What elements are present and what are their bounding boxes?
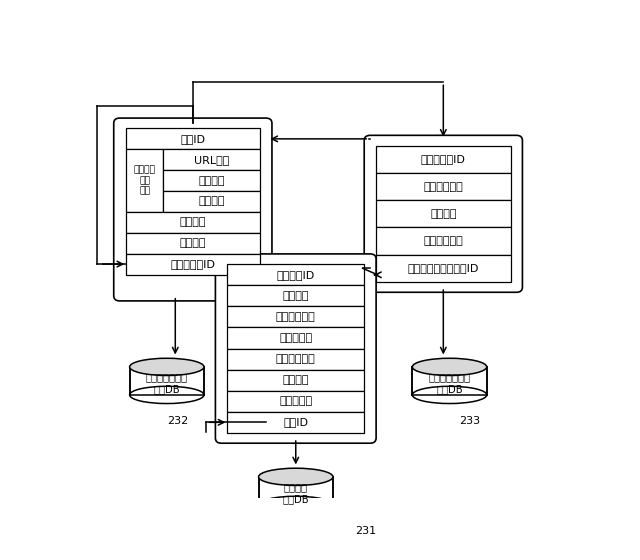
Text: 端末ID: 端末ID [284, 417, 308, 427]
Text: 閲覧回数: 閲覧回数 [198, 197, 225, 207]
Ellipse shape [130, 386, 204, 404]
FancyBboxPatch shape [216, 254, 376, 443]
FancyBboxPatch shape [227, 391, 364, 412]
FancyBboxPatch shape [126, 212, 260, 233]
FancyBboxPatch shape [376, 227, 511, 255]
Text: 使用期限: 使用期限 [282, 375, 309, 385]
Ellipse shape [412, 358, 486, 376]
FancyBboxPatch shape [227, 306, 364, 328]
Ellipse shape [412, 386, 486, 404]
Text: オフライン顧客
情報DB: オフライン顧客 情報DB [429, 372, 470, 394]
Text: 属性情報: 属性情報 [282, 291, 309, 301]
Text: 使用フラグ: 使用フラグ [279, 396, 312, 406]
FancyBboxPatch shape [227, 370, 364, 391]
FancyBboxPatch shape [126, 233, 260, 254]
Text: 232: 232 [167, 417, 188, 427]
Text: アドレス情報: アドレス情報 [276, 354, 316, 364]
Text: ポイント情報: ポイント情報 [424, 236, 463, 246]
Text: アクセス
履歴
情報: アクセス 履歴 情報 [134, 166, 156, 195]
Text: 発券ログ: 発券ログ [180, 238, 206, 248]
Ellipse shape [259, 496, 333, 514]
Polygon shape [129, 367, 204, 395]
FancyBboxPatch shape [163, 170, 260, 191]
Polygon shape [259, 477, 333, 505]
FancyBboxPatch shape [126, 254, 260, 274]
Text: 購入履歴情報: 購入履歴情報 [424, 181, 463, 192]
FancyBboxPatch shape [126, 150, 163, 212]
FancyBboxPatch shape [163, 150, 260, 170]
Text: 使用されたクーポンID: 使用されたクーポンID [408, 263, 479, 273]
FancyBboxPatch shape [163, 191, 260, 212]
Text: 種別情報: 種別情報 [180, 217, 206, 227]
FancyBboxPatch shape [227, 412, 364, 433]
Text: 233: 233 [460, 417, 481, 427]
FancyBboxPatch shape [227, 328, 364, 348]
Text: 画像データ: 画像データ [279, 333, 312, 343]
Text: クーポン内容: クーポン内容 [276, 312, 316, 322]
Text: 個人情報: 個人情報 [430, 209, 456, 219]
Text: オンライン顧客
情報DB: オンライン顧客 情報DB [146, 372, 188, 394]
Text: クーポンID: クーポンID [276, 270, 315, 280]
FancyBboxPatch shape [376, 146, 511, 173]
FancyBboxPatch shape [114, 118, 272, 301]
FancyBboxPatch shape [227, 348, 364, 370]
Text: オンラインID: オンラインID [170, 259, 215, 269]
Text: オフラインID: オフラインID [421, 155, 466, 164]
FancyBboxPatch shape [376, 200, 511, 227]
FancyBboxPatch shape [376, 255, 511, 282]
FancyBboxPatch shape [126, 128, 260, 150]
Text: URL情報: URL情報 [194, 155, 229, 165]
FancyBboxPatch shape [227, 264, 364, 286]
FancyBboxPatch shape [376, 173, 511, 200]
Text: 日時情報: 日時情報 [198, 176, 225, 185]
Text: 231: 231 [355, 526, 376, 536]
Polygon shape [412, 367, 486, 395]
Text: クーポン
情報DB: クーポン 情報DB [282, 482, 309, 504]
Text: 端末ID: 端末ID [180, 134, 205, 144]
FancyBboxPatch shape [227, 286, 364, 306]
Ellipse shape [130, 358, 204, 376]
Ellipse shape [259, 468, 333, 486]
FancyBboxPatch shape [364, 136, 522, 292]
